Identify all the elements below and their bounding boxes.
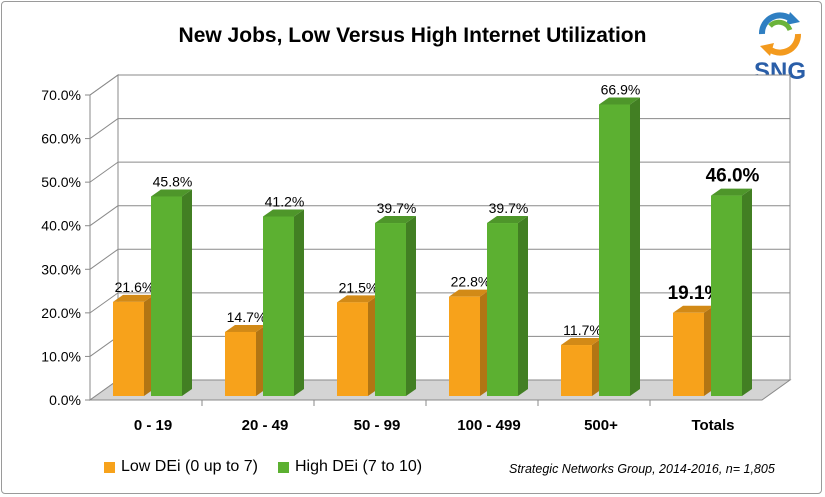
bar-top — [113, 294, 154, 302]
bar-low — [561, 338, 602, 396]
bar-top — [375, 216, 416, 224]
y-tick-label: 70.0% — [41, 87, 81, 103]
bar-front — [599, 104, 630, 396]
bar-high — [375, 216, 416, 396]
y-tick-label: 40.0% — [41, 218, 81, 234]
bar-top — [673, 305, 714, 313]
recycle-arrows-icon — [759, 12, 801, 56]
y-tick-label: 60.0% — [41, 131, 81, 147]
bar-front — [561, 345, 592, 396]
data-label: 39.7% — [377, 200, 417, 216]
legend-label-low: Low DEi (0 up to 7) — [121, 458, 258, 475]
bar-front — [151, 196, 182, 396]
bar-side — [742, 188, 752, 396]
source-note: Strategic Networks Group, 2014-2016, n= … — [509, 462, 775, 476]
x-tick-label: 20 - 49 — [242, 417, 289, 434]
y-tick-label: 10.0% — [41, 348, 81, 364]
legend-item-high: High DEi (7 to 10) — [277, 458, 423, 476]
x-tick-label: 500+ — [584, 417, 618, 434]
bar-high — [151, 189, 192, 396]
data-label: 14.7% — [227, 309, 267, 325]
bar-side — [630, 97, 640, 396]
bar-side — [294, 209, 304, 396]
bar-high — [711, 188, 752, 396]
legend-swatch-low — [104, 461, 115, 473]
data-label: 21.5% — [339, 279, 379, 295]
bar-low — [113, 294, 154, 396]
bar-top — [599, 97, 640, 105]
bar-front — [337, 302, 368, 396]
y-tick-label: 0.0% — [49, 392, 81, 408]
data-label: 19.1% — [668, 283, 722, 304]
bar-front — [113, 301, 144, 396]
bar-side — [182, 189, 192, 396]
data-label: 45.8% — [153, 173, 193, 189]
gridline-side — [89, 118, 119, 139]
legend-item-low: Low DEi (0 up to 7) — [104, 458, 258, 476]
bar-top — [225, 324, 266, 332]
data-label: 46.0% — [706, 166, 760, 187]
sng-logo: SNG — [748, 8, 812, 85]
bar-top — [561, 338, 602, 346]
bar-low — [449, 289, 490, 396]
data-label: 22.8% — [451, 274, 491, 290]
bar-front — [449, 296, 480, 396]
gridline-side — [89, 205, 119, 227]
bar-front — [711, 195, 742, 396]
data-label: 41.2% — [265, 193, 305, 209]
legend: Low DEi (0 up to 7) High DEi (7 to 10) — [104, 458, 442, 476]
y-tick-label: 50.0% — [41, 174, 81, 190]
bar-front — [487, 223, 518, 396]
bar-top — [263, 209, 304, 217]
gridline-side — [89, 74, 119, 96]
gridline-side — [89, 161, 119, 183]
bar-side — [518, 216, 528, 396]
legend-label-high: High DEi (7 to 10) — [294, 458, 423, 475]
x-tick-label: 50 - 99 — [354, 417, 401, 434]
bar-top — [711, 188, 752, 196]
x-tick-label: 0 - 19 — [134, 417, 172, 434]
bar-low — [337, 295, 378, 396]
x-tick-label: Totals — [691, 417, 734, 434]
bar-low — [673, 305, 714, 396]
legend-swatch-high — [277, 461, 289, 473]
bar-top — [449, 289, 490, 297]
bar-front — [225, 331, 256, 396]
y-tick-label: 20.0% — [41, 305, 81, 321]
bar-low — [225, 324, 266, 396]
bar-high — [263, 209, 304, 396]
data-label: 21.6% — [115, 279, 155, 295]
bar-side — [406, 216, 416, 396]
data-label: 11.7% — [563, 322, 602, 338]
bar-top — [337, 295, 378, 303]
bar-front — [375, 223, 406, 396]
y-tick-label: 30.0% — [41, 261, 81, 277]
gridline-side — [89, 248, 119, 270]
bar-high — [599, 97, 640, 396]
x-tick-label: 100 - 499 — [457, 417, 520, 434]
bar-top — [487, 216, 528, 224]
bar-top — [151, 189, 192, 197]
data-label: 66.9% — [601, 82, 641, 98]
chart-title: New Jobs, Low Versus High Internet Utili… — [178, 24, 647, 47]
data-label: 39.7% — [489, 200, 529, 216]
bar-high — [487, 216, 528, 396]
bar-front — [673, 312, 704, 396]
bar-front — [263, 216, 294, 396]
gridline-side — [89, 292, 119, 314]
